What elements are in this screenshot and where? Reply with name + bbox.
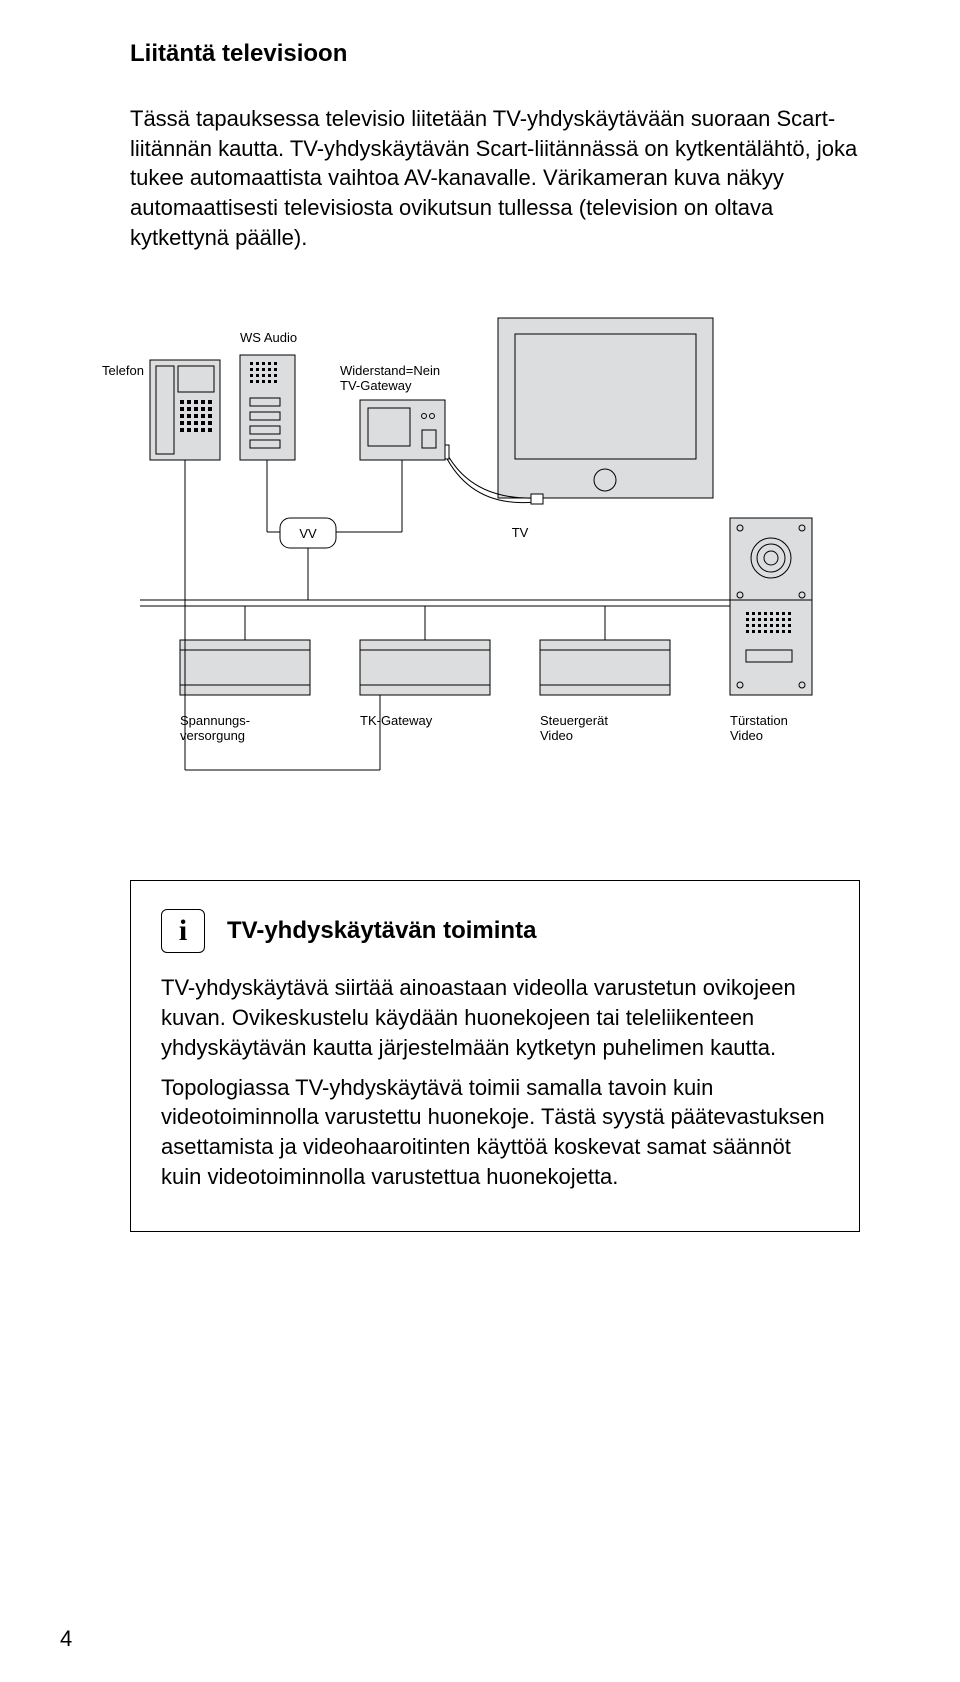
turstation-label: Türstation bbox=[730, 713, 788, 728]
steuergerat-box bbox=[540, 640, 670, 695]
diagram-svg: Telefon WS Audio Widerstand=Nein TV-Gate… bbox=[80, 300, 880, 820]
turstation-icon bbox=[730, 518, 812, 695]
ws-audio-icon bbox=[240, 355, 295, 460]
intro-paragraph: Tässä tapauksessa televisio liitetään TV… bbox=[130, 104, 860, 252]
spannungs-box bbox=[180, 640, 310, 695]
svg-text:VV: VV bbox=[299, 526, 317, 541]
info-icon: i bbox=[161, 909, 205, 953]
widerstand-label: Widerstand=Nein bbox=[340, 363, 440, 378]
tk-gateway-box bbox=[360, 640, 490, 695]
page-number: 4 bbox=[60, 1626, 72, 1652]
info-box: i TV-yhdyskäytävän toiminta TV-yhdyskäyt… bbox=[130, 880, 860, 1232]
connection-diagram: Telefon WS Audio Widerstand=Nein TV-Gate… bbox=[80, 300, 810, 820]
vv-junction-icon: VV bbox=[280, 518, 336, 548]
turstation-video-label: Video bbox=[730, 728, 763, 743]
info-paragraph-2: Topologiassa TV-yhdyskäytävä toimii sama… bbox=[161, 1073, 829, 1192]
steuergerat-label: Steuergerät bbox=[540, 713, 608, 728]
telefon-label: Telefon bbox=[102, 363, 144, 378]
info-paragraph-1: TV-yhdyskäytävä siirtää ainoastaan video… bbox=[161, 973, 829, 1062]
spannungs-label: Spannungs- bbox=[180, 713, 250, 728]
tv-label: TV bbox=[512, 525, 529, 540]
ws-audio-label: WS Audio bbox=[240, 330, 297, 345]
info-title: TV-yhdyskäytävän toiminta bbox=[227, 915, 536, 947]
info-title-row: i TV-yhdyskäytävän toiminta bbox=[161, 909, 829, 953]
telefon-icon bbox=[150, 360, 220, 460]
versorgung-label: versorgung bbox=[180, 728, 245, 743]
tv-gateway-icon bbox=[360, 400, 445, 460]
page-heading: Liitäntä televisioon bbox=[130, 40, 860, 68]
tk-gateway-bottom-label: TK-Gateway bbox=[360, 713, 433, 728]
tv-gateway-label: TV-Gateway bbox=[340, 378, 412, 393]
steuergerat-video-label: Video bbox=[540, 728, 573, 743]
tv-icon bbox=[498, 318, 713, 498]
